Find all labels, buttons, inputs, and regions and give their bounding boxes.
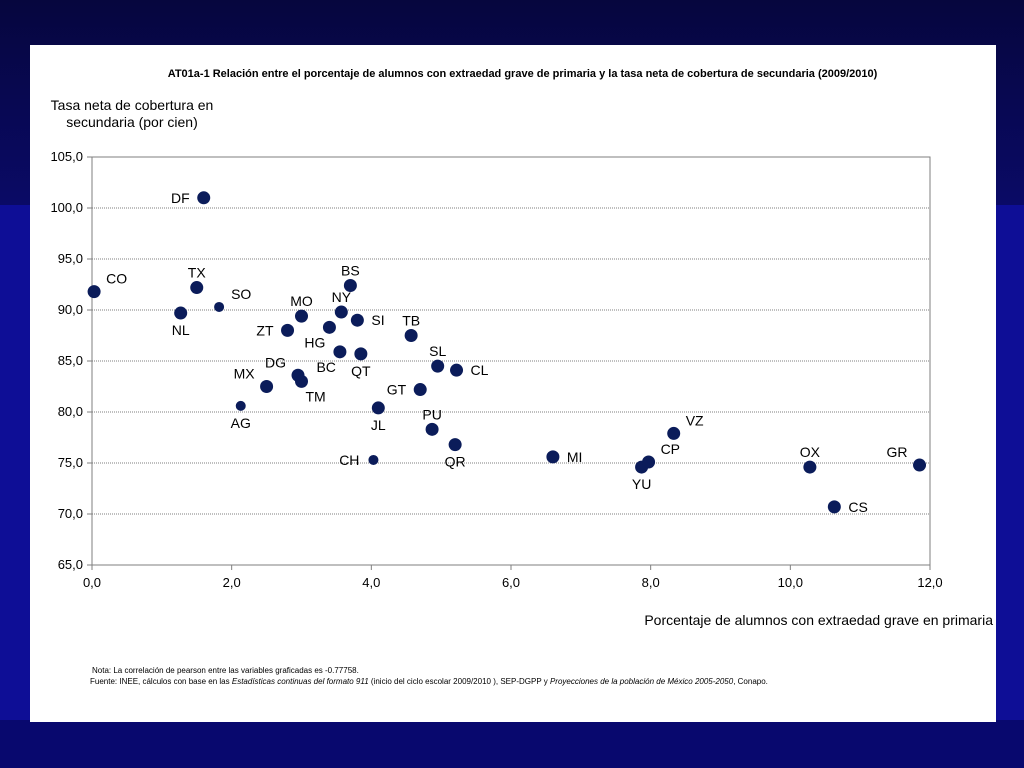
point-label: QR: [445, 454, 466, 470]
data-point: [448, 438, 462, 452]
point-label: DG: [265, 354, 286, 370]
background-bottom-band: [0, 720, 1024, 768]
data-point: [368, 454, 379, 465]
point-label: HG: [304, 334, 325, 350]
data-point: [197, 191, 211, 205]
plot-frame: [91, 156, 931, 566]
point-label: CL: [471, 362, 489, 378]
source-prefix: Fuente: INEE, cálculos con base en las: [90, 677, 232, 686]
y-tick-label: 65,0: [58, 557, 83, 572]
data-point: [174, 306, 188, 320]
scatter-plot: 65,0 70,0 75,0 80,0 85,0 90,0 95,0 100,0 105,0 0,…: [50, 149, 942, 590]
data-point: [87, 285, 101, 299]
data-point: [260, 380, 274, 393]
data-point: [413, 383, 427, 397]
data-point: [404, 329, 418, 342]
source-italic-1: Estadísticas continuas del formato 911: [231, 677, 369, 686]
y-axis-label: Tasa neta de cobertura en secundaria (po…: [50, 97, 214, 130]
x-axis-label: Porcentaje de alumnos con extraedad grav…: [644, 612, 993, 628]
point-label: TM: [306, 388, 326, 404]
y-tick-label: 105,0: [50, 149, 83, 164]
data-point: [642, 455, 656, 469]
point-label: TB: [402, 313, 420, 329]
point-label: CS: [848, 499, 867, 515]
data-point: [281, 323, 295, 337]
source-middle: (inicio del ciclo escolar 2009/2010 ), S…: [368, 677, 550, 686]
point-label: QT: [351, 363, 371, 379]
source-note: Fuente: INEE, cálculos con base en las E…: [90, 676, 980, 687]
x-tick-label: 0,0: [83, 575, 101, 590]
data-point: [425, 422, 439, 436]
point-label: TX: [188, 265, 207, 281]
point-label: NY: [332, 289, 352, 305]
point-label: CP: [661, 441, 680, 457]
data-point: [235, 400, 246, 411]
y-tick-label: 70,0: [58, 506, 83, 521]
point-label: BC: [316, 359, 335, 375]
point-label: JL: [371, 417, 386, 433]
data-point: [295, 309, 308, 323]
source-italic-2: Proyecciones de la población de México 2…: [549, 677, 734, 686]
point-label: ZT: [256, 322, 274, 338]
data-point: [334, 305, 348, 319]
point-label: MX: [234, 366, 256, 382]
data-point: [333, 345, 347, 359]
data-point: [295, 374, 308, 388]
y-tick-label: 80,0: [58, 404, 83, 419]
point-label: MI: [567, 449, 583, 465]
point-label: GR: [887, 444, 908, 460]
point-label: SI: [371, 312, 384, 328]
point-label: PU: [422, 406, 441, 422]
data-point: [913, 458, 927, 472]
x-tick-label: 8,0: [642, 575, 660, 590]
y-tick-label: 85,0: [58, 353, 83, 368]
data-point: [371, 401, 385, 415]
y-tick-label: 75,0: [58, 455, 83, 470]
data-point: [450, 363, 464, 377]
data-point: [354, 347, 368, 361]
x-tick-label: 6,0: [502, 575, 520, 590]
chart-title: AT01a-1 Relación entre el porcentaje de …: [167, 68, 878, 80]
point-label: CH: [339, 452, 359, 468]
data-point: [350, 313, 364, 327]
data-point: [322, 320, 336, 334]
data-point: [827, 500, 841, 514]
data-point: [803, 460, 817, 474]
y-tick-label: 90,0: [58, 302, 83, 317]
point-label: NL: [172, 322, 190, 338]
x-tick-label: 2,0: [223, 575, 241, 590]
data-point: [431, 359, 445, 373]
point-label: MO: [290, 293, 313, 309]
point-label: GT: [387, 382, 407, 398]
point-label: AG: [231, 415, 251, 431]
chart-panel: AT01a-1 Relación entre el porcentaje de …: [30, 45, 996, 722]
x-tick-label: 10,0: [778, 575, 803, 590]
point-label: YU: [632, 476, 651, 492]
data-point: [214, 301, 225, 312]
point-label: OX: [800, 444, 821, 460]
x-tick-label: 4,0: [362, 575, 380, 590]
point-label: VZ: [686, 412, 704, 428]
data-point: [190, 281, 204, 295]
source-suffix: , Conapo.: [733, 677, 768, 686]
chart-notes: Nota: La correlación de pearson entre la…: [90, 665, 980, 687]
data-point: [546, 450, 560, 464]
point-label: DF: [171, 190, 190, 206]
point-label: CO: [106, 271, 127, 287]
y-tick-label: 100,0: [50, 200, 83, 215]
data-point: [667, 426, 681, 440]
y-tick-label: 95,0: [58, 251, 83, 266]
x-tick-label: 12,0: [917, 575, 942, 590]
data-point: [343, 279, 357, 293]
point-label: SO: [231, 286, 251, 302]
point-label: BS: [341, 263, 360, 279]
point-label: SL: [429, 343, 446, 359]
correlation-note: Nota: La correlación de pearson entre la…: [92, 666, 359, 675]
